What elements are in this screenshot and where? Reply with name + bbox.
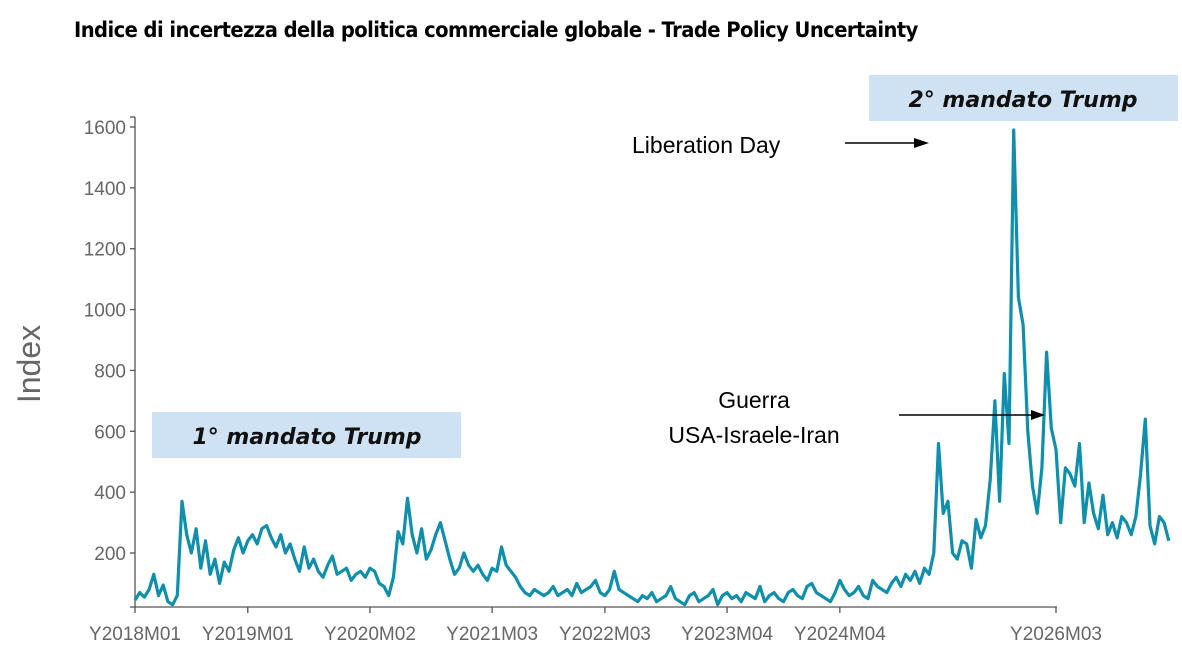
y-tick-label: 600 xyxy=(94,422,126,443)
period-box-1st-term xyxy=(152,412,461,458)
x-tick-label: Y2026M03 xyxy=(1010,624,1102,645)
x-tick-label: Y2021M03 xyxy=(446,624,538,645)
x-tick-label: Y2020M02 xyxy=(324,624,416,645)
x-tick-label: Y2018M01 xyxy=(89,624,181,645)
x-tick-label: Y2024M04 xyxy=(794,624,886,645)
y-axis-title: Index xyxy=(11,325,47,403)
chart-title: Indice di incertezza della politica comm… xyxy=(74,18,918,42)
annotation-guerra-line2: USA-Israele-Iran xyxy=(668,422,839,448)
y-tick-label: 800 xyxy=(94,361,126,382)
y-tick-label: 1000 xyxy=(84,301,126,322)
x-tick-label: Y2023M04 xyxy=(681,624,773,645)
annotation-guerra-line1: Guerra xyxy=(718,387,790,413)
period-box-2nd-term-label: 2° mandato Trump xyxy=(908,88,1137,113)
y-tick-label: 400 xyxy=(94,483,126,504)
arrow-head-icon xyxy=(914,138,929,148)
period-box-1st-term-label: 1° mandato Trump xyxy=(192,425,421,450)
annotation-liberation-day: Liberation Day xyxy=(632,132,781,158)
y-tick-label: 200 xyxy=(94,544,126,565)
period-box-2nd-term xyxy=(869,75,1178,121)
y-tick-label: 1200 xyxy=(84,240,126,261)
y-tick-label: 1400 xyxy=(84,179,126,200)
y-tick-label: 1600 xyxy=(84,118,126,139)
series-line-trade-policy-uncertainty xyxy=(133,128,1171,607)
arrow-head-icon xyxy=(1031,410,1045,420)
x-tick-label: Y2019M01 xyxy=(202,624,294,645)
x-tick-label: Y2022M03 xyxy=(559,624,651,645)
